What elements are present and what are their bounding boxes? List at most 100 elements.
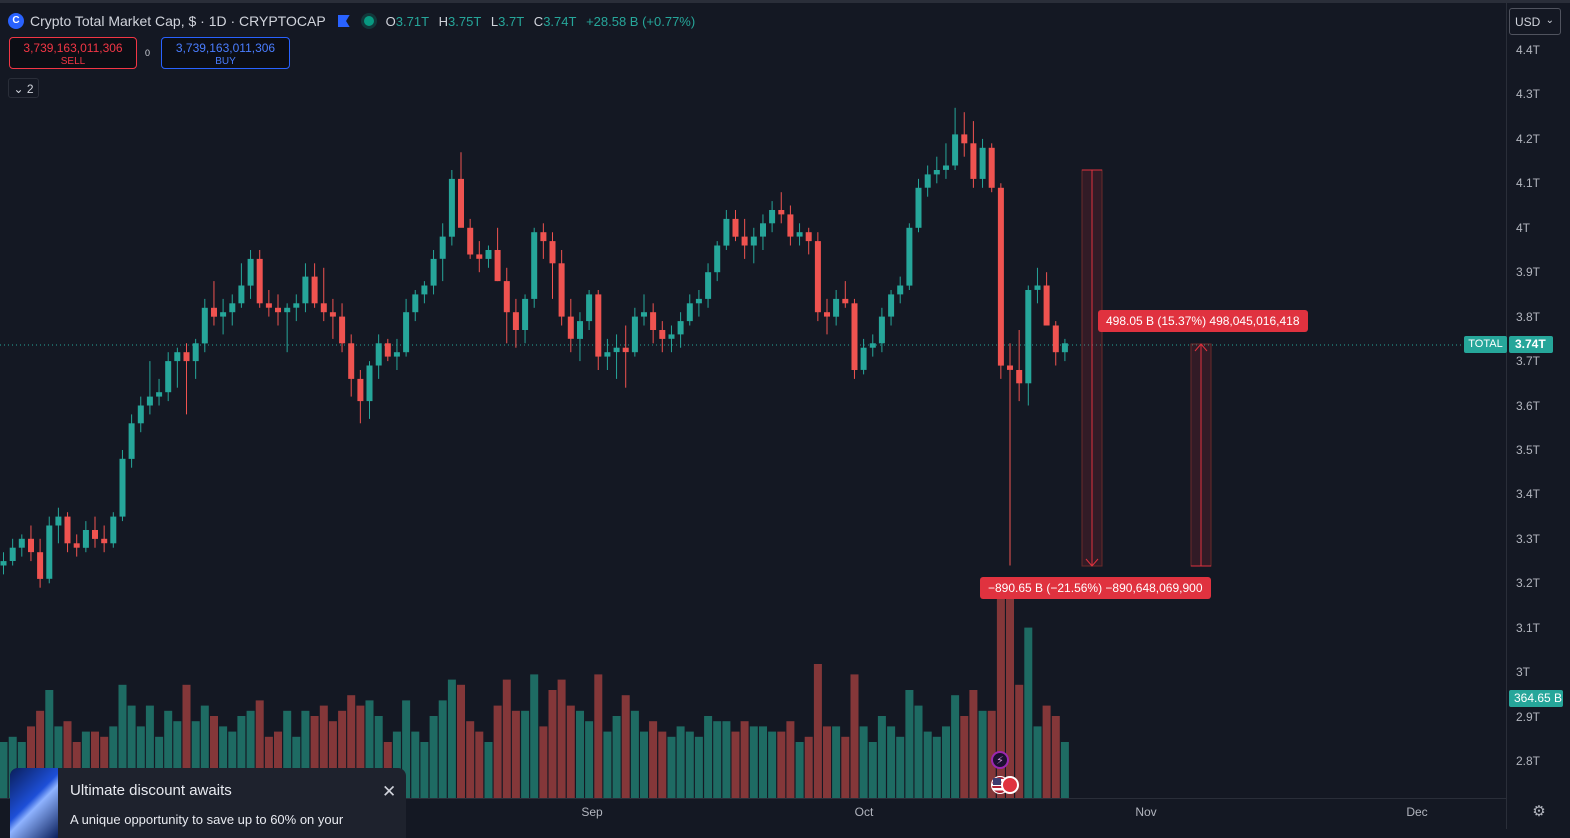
candle-body bbox=[311, 276, 318, 304]
price-axis-label: 3.2T bbox=[1516, 576, 1541, 591]
promo-image bbox=[10, 768, 58, 838]
candle-body bbox=[174, 352, 181, 362]
sell-button[interactable]: 3,739,163,011,306 SELL bbox=[9, 37, 137, 69]
price-axis-label: 2.9T bbox=[1516, 709, 1541, 724]
candle-body bbox=[448, 178, 455, 237]
measure-up-label[interactable]: 498.05 B (15.37%) 498,045,016,418 bbox=[1098, 310, 1308, 332]
candle-body bbox=[503, 281, 510, 313]
volume-bar bbox=[759, 726, 767, 798]
lightning-event-icon[interactable]: ⚡ bbox=[991, 751, 1009, 769]
time-axis-label: Oct bbox=[854, 805, 874, 819]
candle-body bbox=[695, 298, 702, 304]
price-axis-label: 2.8T bbox=[1516, 754, 1541, 769]
price-axis-label: 4.1T bbox=[1516, 176, 1541, 191]
volume-bar bbox=[191, 721, 200, 798]
volume-bar bbox=[942, 726, 950, 798]
volume-bar bbox=[539, 726, 548, 798]
volume-bar bbox=[676, 726, 685, 798]
indicators-count: 2 bbox=[26, 82, 34, 96]
candle-body bbox=[1016, 370, 1023, 384]
candle-body bbox=[567, 316, 574, 339]
measure-up[interactable] bbox=[1190, 343, 1212, 567]
candle-body bbox=[677, 321, 684, 335]
candle-body bbox=[467, 227, 474, 255]
volume-bar bbox=[81, 731, 90, 798]
volume-bar bbox=[585, 721, 594, 798]
price-axis-label: 3.4T bbox=[1516, 487, 1541, 502]
volume-bar bbox=[694, 736, 703, 798]
volume-bar bbox=[713, 721, 722, 798]
indicators-toggle-button[interactable]: ⌄ 2 bbox=[8, 78, 39, 98]
volume-bar bbox=[603, 731, 612, 798]
volume-bar bbox=[228, 731, 237, 798]
volume-bar bbox=[1051, 716, 1060, 798]
volume-bars bbox=[0, 598, 1069, 798]
currency-select[interactable]: USD ⌄ bbox=[1509, 8, 1561, 35]
promo-text: A unique opportunity to save up to 60% o… bbox=[70, 812, 344, 827]
volume-bar bbox=[749, 726, 758, 798]
candle-body bbox=[769, 210, 776, 224]
ohlc-close-label: C bbox=[533, 13, 544, 29]
volume-bar bbox=[813, 664, 822, 798]
volume-bar bbox=[136, 726, 145, 798]
economic-event-icon[interactable] bbox=[1001, 776, 1019, 794]
measure-down[interactable] bbox=[1081, 169, 1103, 567]
chevron-down-icon: ⌄ bbox=[1545, 15, 1554, 26]
symbol-title[interactable]: Crypto Total Market Cap, $ · 1D · CRYPTO… bbox=[30, 13, 326, 29]
candle-body bbox=[55, 516, 62, 526]
candle-body bbox=[851, 303, 858, 370]
price-candles bbox=[0, 107, 1068, 588]
candle-body bbox=[586, 294, 593, 322]
candlestick-chart[interactable] bbox=[0, 0, 1506, 798]
promo-toast[interactable]: Ultimate discount awaits A unique opport… bbox=[10, 768, 406, 838]
close-icon[interactable]: ✕ bbox=[382, 782, 397, 801]
symbol-legend: C Crypto Total Market Cap, $ · 1D · CRYP… bbox=[8, 10, 701, 32]
candle-body bbox=[732, 218, 739, 237]
volume-bar bbox=[292, 736, 301, 798]
volume-bar bbox=[1042, 705, 1051, 798]
volume-bar bbox=[338, 710, 347, 798]
candle-body bbox=[1025, 290, 1032, 384]
volume-bar bbox=[731, 731, 740, 798]
gear-icon[interactable]: ⚙ bbox=[1532, 803, 1546, 820]
candle-body bbox=[805, 232, 812, 242]
volume-bar bbox=[612, 716, 621, 798]
candle-body bbox=[421, 285, 428, 295]
candle-body bbox=[878, 316, 885, 344]
measure-down-label[interactable]: −890.65 B (−21.56%) −890,648,069,900 bbox=[980, 577, 1211, 599]
candle-body bbox=[540, 232, 547, 242]
volume-bar bbox=[777, 731, 786, 798]
volume-bar bbox=[155, 736, 164, 798]
candle-body bbox=[915, 187, 922, 228]
candle-body bbox=[787, 214, 794, 237]
candle-body bbox=[137, 405, 144, 424]
market-status-icon[interactable] bbox=[363, 16, 374, 26]
buy-button[interactable]: 3,739,163,011,306 BUY bbox=[161, 37, 290, 69]
flag-icon[interactable] bbox=[337, 15, 350, 27]
volume-bar bbox=[392, 731, 401, 798]
candle-body bbox=[961, 134, 968, 144]
volume-bar bbox=[219, 726, 228, 798]
candle-body bbox=[979, 147, 986, 179]
candle-body bbox=[933, 170, 940, 175]
candle-body bbox=[275, 307, 281, 313]
volume-bar bbox=[823, 726, 831, 798]
volume-bar bbox=[576, 710, 584, 798]
time-axis-label: Nov bbox=[1135, 805, 1157, 819]
volume-bar bbox=[566, 705, 575, 798]
volume-tag: 364.65 B bbox=[1509, 690, 1563, 707]
candle-body bbox=[458, 178, 464, 228]
volume-bar bbox=[365, 700, 374, 798]
symbol-price-tag: TOTAL bbox=[1464, 336, 1507, 353]
candle-body bbox=[970, 143, 977, 179]
crypto-cap-logo-icon[interactable]: C bbox=[8, 13, 24, 29]
volume-bar bbox=[932, 736, 941, 798]
candle-body bbox=[650, 312, 657, 330]
candle-body bbox=[366, 365, 373, 402]
candle-body bbox=[238, 285, 245, 304]
measure-down-arrowhead bbox=[1085, 558, 1099, 567]
volume-bar bbox=[118, 684, 127, 798]
candle-body bbox=[659, 330, 666, 339]
candle-body bbox=[439, 236, 446, 259]
candle-body bbox=[1043, 285, 1050, 326]
